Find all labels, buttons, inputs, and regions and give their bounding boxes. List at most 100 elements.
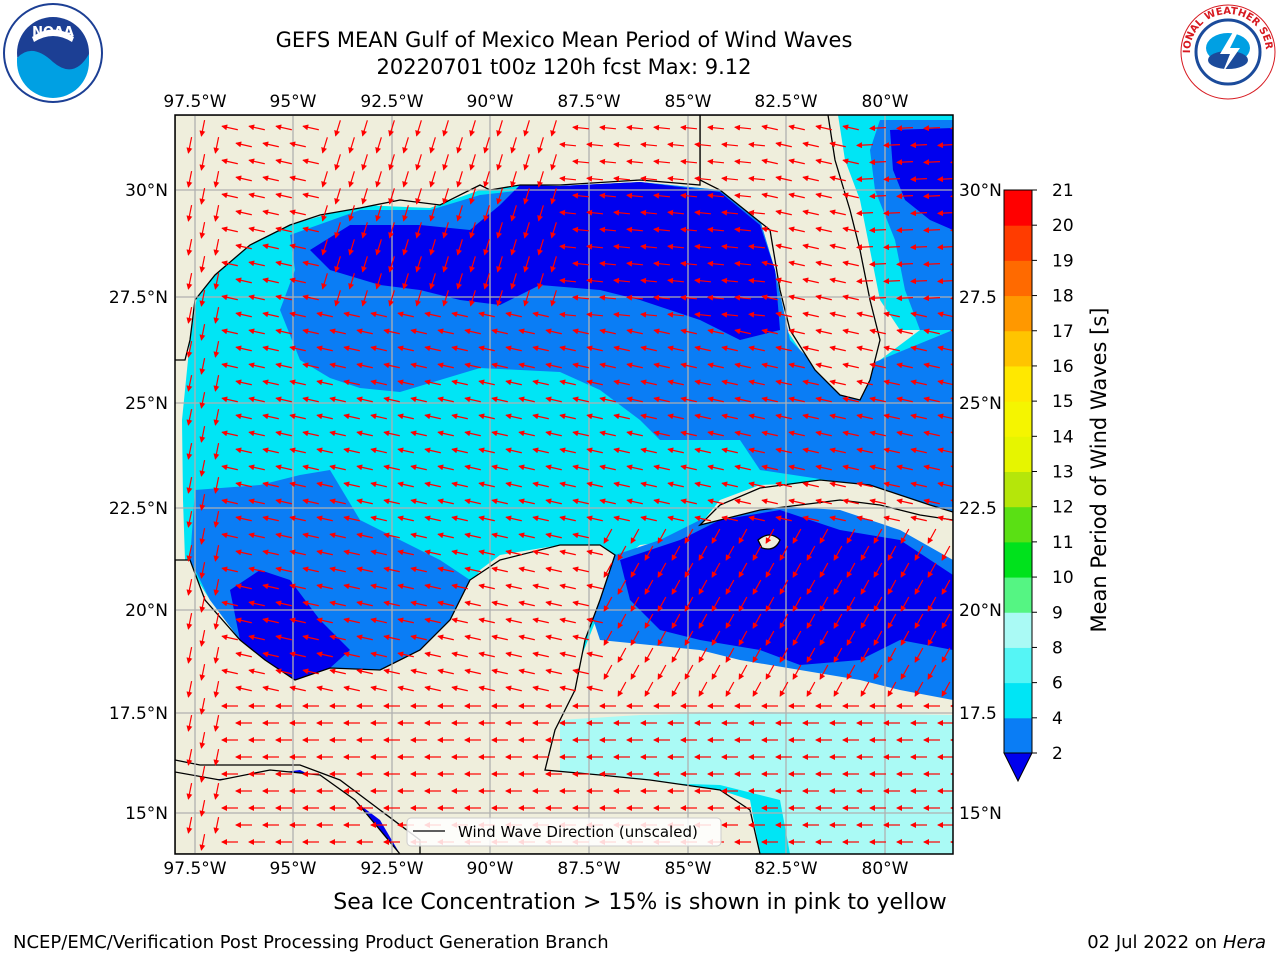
colorbar-tick-label: 12 bbox=[1052, 498, 1074, 518]
wind-arrow bbox=[626, 464, 643, 471]
wind-arrow bbox=[586, 447, 603, 454]
wind-arrow bbox=[186, 545, 193, 562]
colorbar-segment bbox=[1004, 365, 1032, 402]
wind-arrow bbox=[856, 515, 873, 522]
wind-arrow bbox=[437, 668, 454, 675]
wind-arrow bbox=[653, 294, 671, 301]
wind-arrow bbox=[671, 545, 681, 561]
wind-arrow bbox=[860, 647, 870, 663]
wind-arrow bbox=[289, 209, 306, 216]
wind-arrow bbox=[275, 192, 292, 199]
wind-arrow bbox=[437, 600, 454, 607]
wind-arrow bbox=[532, 685, 549, 692]
wind-arrow bbox=[910, 278, 928, 285]
wind-arrow bbox=[671, 647, 681, 663]
wind-arrow bbox=[235, 481, 252, 488]
wind-arrow bbox=[478, 549, 495, 556]
wind-arrow bbox=[415, 154, 422, 171]
wind-arrow bbox=[829, 447, 846, 454]
wind-arrow bbox=[518, 668, 535, 675]
wind-arrow bbox=[456, 205, 463, 222]
wind-arrow bbox=[653, 396, 670, 403]
wind-arrow bbox=[424, 617, 441, 624]
wind-arrow bbox=[221, 328, 238, 335]
wind-arrow bbox=[262, 175, 279, 182]
wind-arrow bbox=[334, 188, 341, 205]
wind-arrow bbox=[761, 498, 778, 505]
wind-arrow bbox=[765, 528, 775, 544]
wind-arrow bbox=[505, 311, 522, 318]
wind-arrow bbox=[329, 396, 346, 403]
wind-arrow bbox=[505, 379, 522, 386]
wind-arrow bbox=[694, 379, 711, 386]
wind-arrow bbox=[667, 515, 684, 522]
wind-arrow bbox=[388, 188, 395, 205]
wind-arrow bbox=[819, 596, 829, 612]
wind-arrow bbox=[869, 328, 886, 335]
wind-arrow bbox=[802, 243, 819, 250]
wind-arrow bbox=[815, 192, 832, 199]
wind-arrow bbox=[451, 651, 468, 658]
wind-arrow bbox=[559, 447, 576, 454]
wind-arrow bbox=[748, 447, 765, 454]
wind-arrow bbox=[213, 783, 220, 800]
wind-arrow bbox=[510, 137, 517, 154]
wind-arrow bbox=[640, 379, 657, 386]
wind-arrow bbox=[559, 651, 576, 658]
colorbar-segment bbox=[1004, 647, 1032, 684]
wind-arrow bbox=[698, 647, 708, 663]
wind-arrow bbox=[343, 617, 360, 624]
wind-arrow bbox=[599, 124, 617, 131]
wind-arrow bbox=[415, 120, 422, 137]
wind-arrow bbox=[329, 634, 346, 641]
lon-tick-top: 90°W bbox=[467, 92, 514, 112]
wind-arrow bbox=[937, 210, 953, 217]
wind-arrow bbox=[329, 532, 346, 539]
wind-arrow bbox=[370, 583, 387, 590]
wind-arrow bbox=[491, 362, 508, 369]
wind-arrow bbox=[316, 685, 333, 692]
wind-arrow bbox=[707, 396, 724, 403]
wind-arrow bbox=[469, 256, 476, 273]
wind-arrow bbox=[644, 579, 654, 595]
wind-arrow bbox=[792, 630, 802, 646]
wind-arrow bbox=[383, 668, 400, 675]
wind-arrow bbox=[680, 328, 697, 335]
lat-tick-right: 30°N bbox=[959, 181, 1002, 201]
wind-arrow bbox=[734, 158, 752, 165]
wind-arrow bbox=[289, 549, 306, 556]
wind-arrow bbox=[617, 545, 627, 561]
wind-arrow bbox=[761, 396, 778, 403]
wind-arrow bbox=[518, 396, 535, 403]
wind-arrow bbox=[775, 481, 792, 488]
wind-arrow bbox=[680, 362, 697, 369]
wind-arrow bbox=[792, 664, 802, 680]
wind-arrow bbox=[275, 124, 292, 131]
wind-arrow bbox=[819, 664, 829, 680]
wind-arrow bbox=[343, 447, 360, 454]
wind-arrow bbox=[667, 243, 685, 250]
wind-arrow bbox=[199, 664, 206, 681]
wind-arrow bbox=[523, 154, 530, 171]
wind-arrow bbox=[442, 120, 449, 137]
wind-arrow bbox=[955, 665, 963, 679]
wind-arrow bbox=[937, 311, 953, 318]
wind-arrow bbox=[748, 481, 765, 488]
wind-arrow bbox=[388, 120, 395, 137]
wind-arrow bbox=[410, 600, 427, 607]
wind-arrow bbox=[383, 396, 400, 403]
wind-arrow bbox=[316, 481, 333, 488]
wind-arrow bbox=[235, 549, 252, 556]
wind-arrow bbox=[586, 515, 603, 522]
wind-arrow bbox=[896, 328, 913, 335]
wind-arrow bbox=[603, 664, 613, 680]
wind-arrow bbox=[199, 766, 206, 783]
wind-arrow bbox=[910, 244, 928, 251]
wind-arrow bbox=[869, 362, 886, 369]
wind-arrow bbox=[586, 379, 603, 386]
wind-arrow bbox=[788, 226, 805, 233]
wind-arrow bbox=[248, 634, 265, 641]
wind-arrow bbox=[680, 294, 698, 301]
wind-arrow bbox=[829, 413, 846, 420]
wind-arrow bbox=[523, 290, 530, 307]
